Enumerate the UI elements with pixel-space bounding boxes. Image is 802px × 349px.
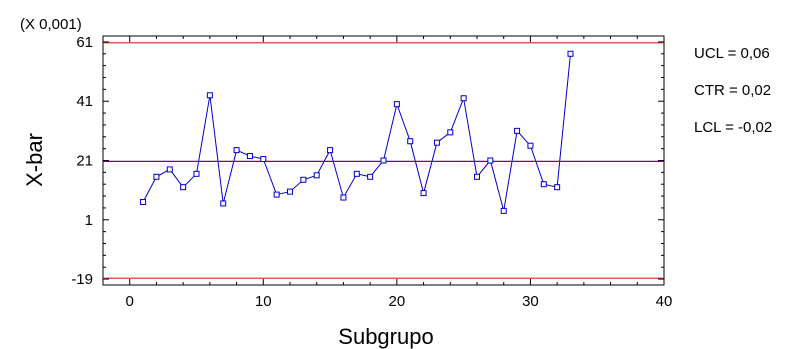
data-point — [220, 200, 227, 207]
data-point — [407, 138, 414, 145]
y-tick-label: 61 — [76, 34, 93, 51]
data-point — [447, 129, 454, 136]
y-tick-label: -19 — [71, 271, 93, 288]
series-line — [142, 53, 571, 212]
data-point — [340, 194, 347, 201]
data-point — [460, 95, 467, 102]
data-point — [153, 173, 160, 180]
data-point — [433, 139, 440, 146]
x-tick-label: 40 — [656, 293, 673, 310]
x-axis-title: Subgrupo — [338, 324, 433, 349]
data-point — [500, 207, 507, 214]
x-tick-label: 30 — [522, 293, 539, 310]
data-point — [287, 188, 293, 195]
data-point — [313, 172, 320, 179]
x-tick-label: 20 — [389, 293, 406, 310]
data-point — [327, 147, 334, 154]
data-point — [166, 166, 173, 173]
y-tick-label: 21 — [76, 153, 93, 170]
data-point — [514, 127, 521, 134]
data-point — [540, 181, 547, 188]
data-point — [380, 157, 387, 164]
data-point — [260, 156, 267, 163]
y-axis-title: X-bar — [22, 133, 47, 187]
scale-note: (X 0,001) — [20, 16, 82, 33]
data-point — [273, 191, 280, 198]
x-tick-label: 0 — [126, 293, 134, 310]
ucl-label: UCL = 0,06 — [694, 45, 770, 62]
data-point — [353, 170, 360, 177]
data-point — [246, 153, 253, 160]
data-point — [180, 184, 187, 191]
data-point — [567, 50, 574, 57]
data-point — [393, 101, 400, 108]
data-point — [206, 92, 213, 99]
axis-ticks: 0 10 20 30 40 -19 1 21 41 61 — [71, 34, 672, 310]
data-series — [140, 50, 574, 214]
data-point — [233, 147, 240, 154]
ctr-label: CTR = 0,02 — [694, 82, 771, 99]
data-point — [554, 184, 561, 191]
y-tick-label: 1 — [85, 212, 93, 229]
data-point — [487, 157, 494, 164]
data-point — [474, 173, 480, 180]
data-point — [300, 176, 307, 183]
x-tick-label: 10 — [255, 293, 272, 310]
data-point — [140, 199, 147, 205]
lcl-label: LCL = -0,02 — [694, 119, 772, 136]
data-point — [527, 142, 534, 149]
y-tick-label: 41 — [76, 93, 93, 110]
data-point — [193, 170, 200, 177]
data-point — [367, 173, 374, 180]
data-point — [420, 190, 427, 197]
